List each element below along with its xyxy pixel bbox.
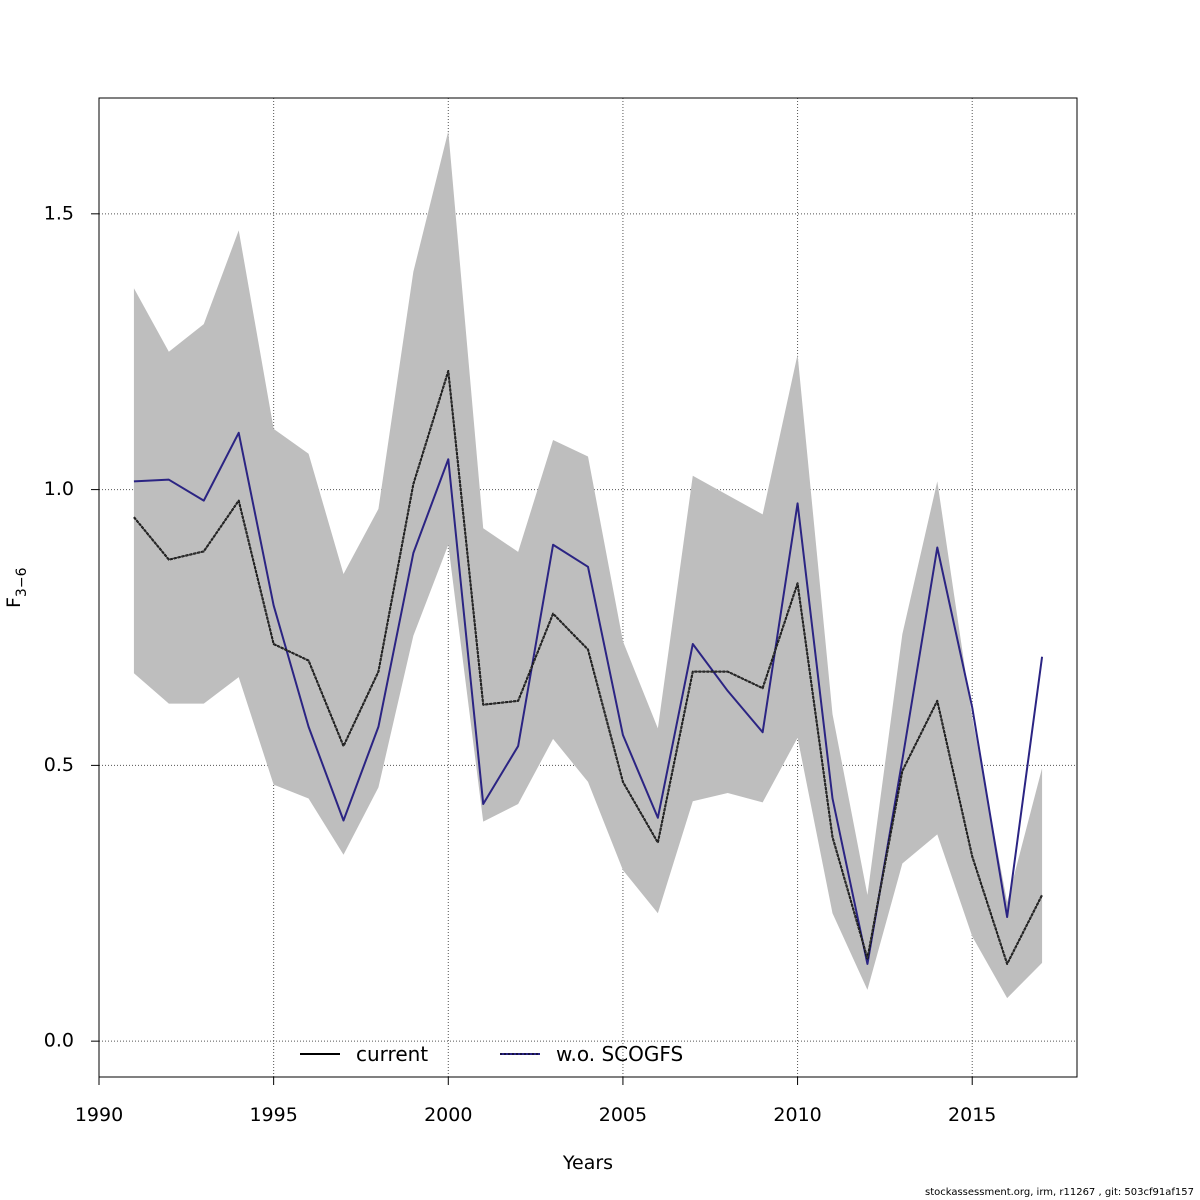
confidence-band-polygon [133,131,1043,999]
y-tick-label-1.0: 1.0 [44,478,74,500]
series-line-current-overlay [133,370,1043,965]
legend: current w.o. SCOGFS [300,1042,683,1066]
legend-woscogfs-label: w.o. SCOGFS [556,1042,683,1066]
y-tick-label-0.0: 0.0 [44,1030,74,1052]
y-tick-label-1.5: 1.5 [44,202,74,224]
confidence-band [133,131,1043,999]
svg-text:F3−6: F3−6 [3,567,30,608]
x-tick-label-1990: 1990 [75,1104,123,1126]
x-axis-title: Years [562,1152,613,1174]
x-tick-label-1995: 1995 [249,1104,297,1126]
x-axis: 1990 1995 2000 2005 2010 2015 [75,1076,996,1126]
y-axis-title-subscript: 3−6 [14,567,30,597]
x-tick-label-2015: 2015 [948,1104,996,1126]
series-line-wo-scogfs [133,431,1044,965]
legend-current-label: current [356,1042,428,1066]
footer-credit: stockassessment.org, irm, r11267 , git: … [924,1187,1194,1198]
y-axis-title: F3−6 [3,567,30,608]
x-tick-label-2010: 2010 [773,1104,821,1126]
x-tick-label-2005: 2005 [599,1104,647,1126]
y-tick-label-0.5: 0.5 [44,754,74,776]
series-lines [133,370,1044,965]
y-axis: 0.0 0.5 1.0 1.5 [44,202,100,1052]
y-axis-title-main: F [3,597,25,608]
x-tick-label-2000: 2000 [424,1104,472,1126]
